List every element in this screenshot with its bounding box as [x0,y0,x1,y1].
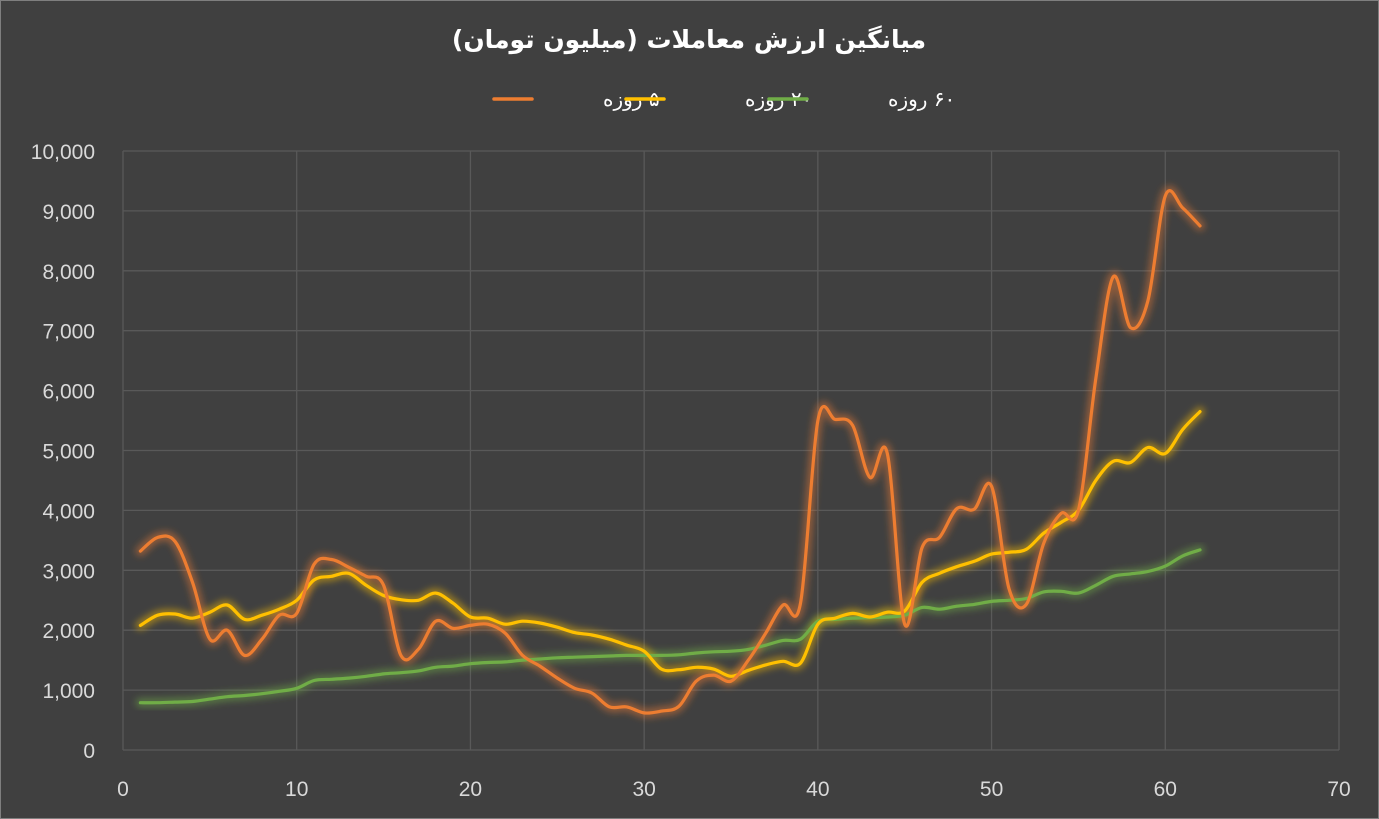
y-tick-label: 5,000 [42,441,95,464]
y-tick-label: 0 [83,740,95,763]
y-tick-label: 10,000 [31,141,95,164]
x-tick-label: 50 [980,778,1003,801]
y-tick-label: 2,000 [42,620,95,643]
x-tick-label: 10 [285,778,308,801]
gridlines [122,150,1340,751]
x-tick-label: 0 [117,778,129,801]
legend-label: ۶۰ روزه [888,87,955,111]
y-tick-label: 3,000 [42,560,95,583]
y-tick-label: 8,000 [42,261,95,284]
y-tick-label: 9,000 [42,201,95,224]
x-tick-label: 60 [1154,778,1177,801]
y-tick-label: 6,000 [42,381,95,404]
x-axis: 0 10 20 30 40 50 60 70 [117,778,1351,801]
series-line [138,188,1202,715]
series-lines [138,188,1202,715]
chart-title: میانگین ارزش معاملات (میلیون تومان) [452,25,926,55]
x-tick-label: 70 [1327,778,1350,801]
x-tick-label: 30 [632,778,655,801]
y-tick-label: 1,000 [42,680,95,703]
x-tick-label: 40 [806,778,829,801]
series-line [138,410,1202,678]
series-line [138,548,1202,705]
y-axis: 0 1,000 2,000 3,000 4,000 5,000 6,000 7,000 8,00… [31,141,95,763]
y-tick-label: 4,000 [42,500,95,523]
y-tick-label: 7,000 [42,321,95,344]
x-tick-label: 20 [459,778,482,801]
